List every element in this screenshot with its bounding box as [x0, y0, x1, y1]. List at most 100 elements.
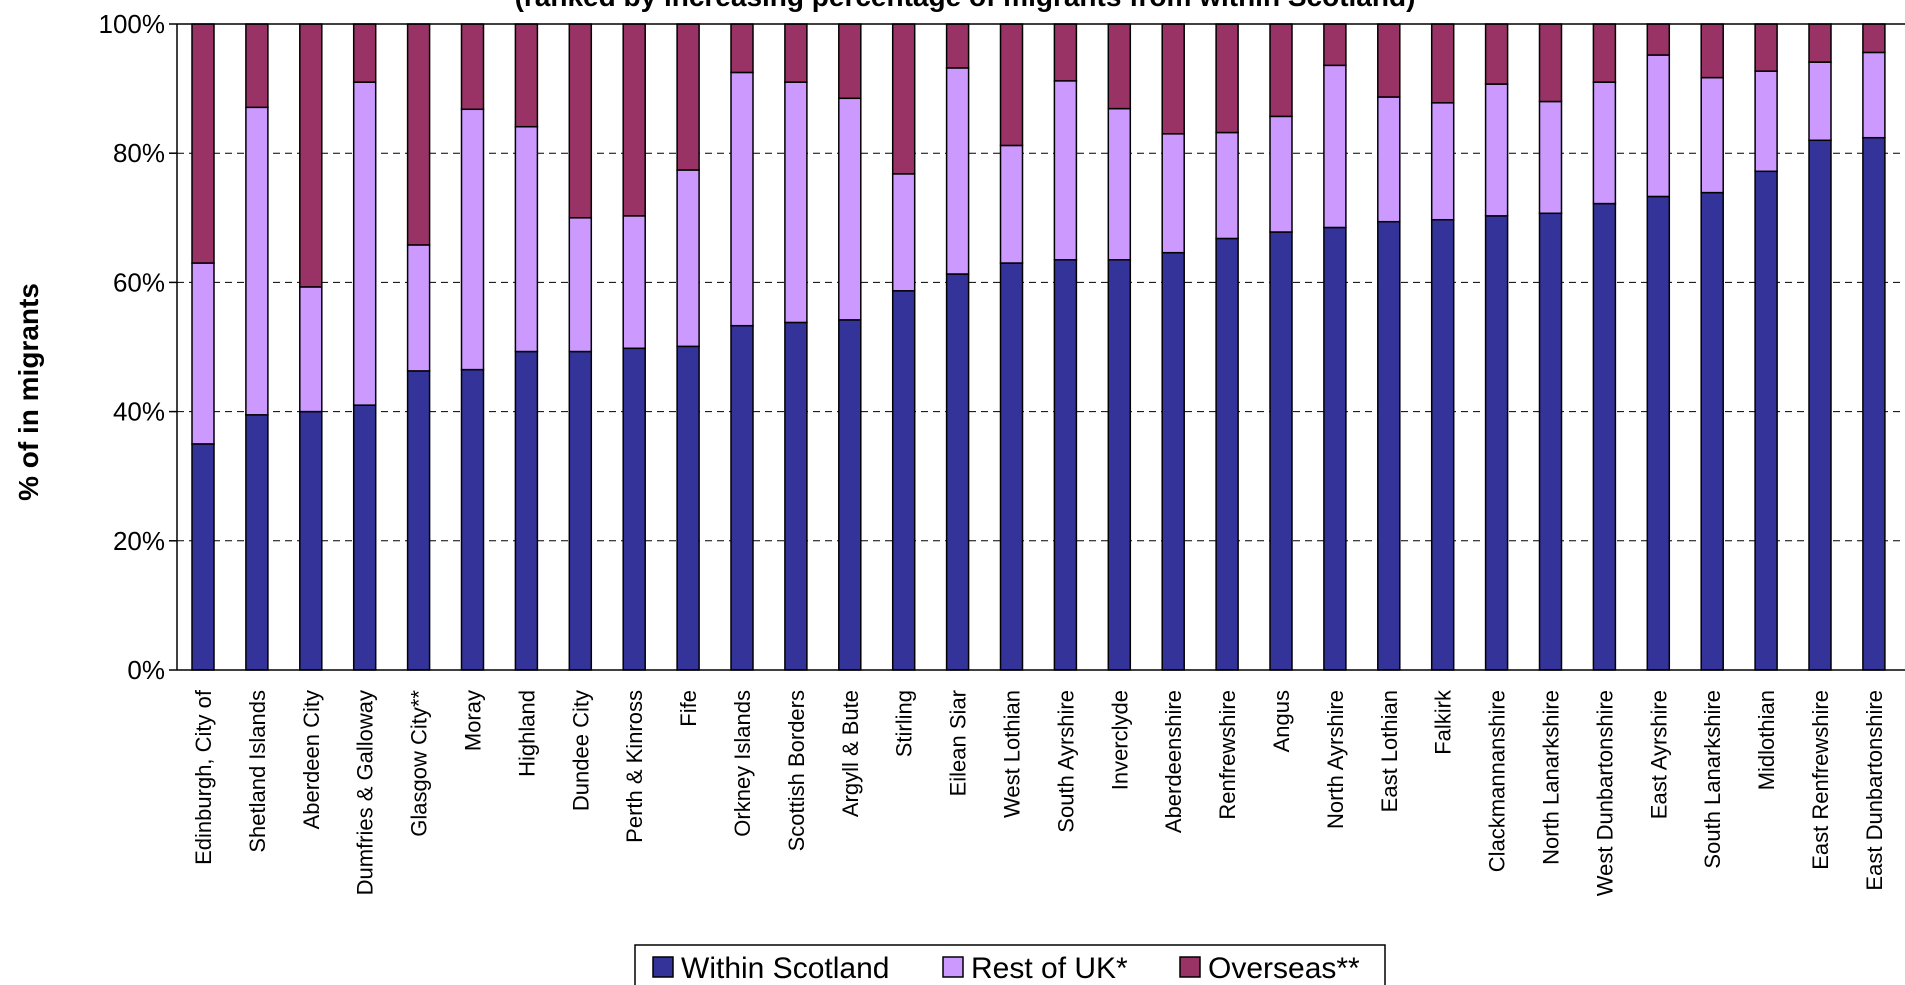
- bar-segment: [676, 169, 700, 348]
- bar-segment: [1269, 231, 1293, 671]
- bar-segment: [1862, 136, 1886, 671]
- bar-segment: [460, 108, 485, 371]
- bar-segment: [1215, 237, 1239, 671]
- x-category-label: Scottish Borders: [784, 690, 809, 851]
- bar-segment: [299, 410, 323, 671]
- bar-segment: [514, 23, 539, 128]
- bar-segment: [1754, 23, 1778, 72]
- bar-segment: [1592, 81, 1617, 205]
- bar-segment: [1700, 23, 1724, 79]
- x-category-label: Falkirk: [1431, 689, 1456, 755]
- legend-swatch: [1179, 956, 1201, 978]
- bar-segment: [622, 23, 646, 217]
- bar-segment: [676, 23, 700, 171]
- x-category-label: South Lanarkshire: [1700, 690, 1725, 869]
- bar-segment: [838, 319, 862, 671]
- y-tick-label: 100%: [99, 9, 166, 39]
- x-category-label: Dumfries & Galloway: [353, 690, 378, 895]
- bar-segment: [676, 345, 700, 671]
- x-category-label: Moray: [461, 690, 486, 751]
- bar-segment: [1862, 23, 1886, 54]
- bar-segment: [1377, 96, 1401, 223]
- bar-segment: [1538, 100, 1563, 215]
- bar-segment: [1484, 83, 1509, 217]
- bar-segment: [730, 23, 754, 74]
- y-tick-label: 0%: [127, 655, 165, 685]
- bar-segment: [891, 23, 916, 175]
- bar-segment: [568, 217, 593, 353]
- bar-segment: [245, 414, 269, 671]
- bar-segment: [1484, 215, 1509, 671]
- x-category-label: Fife: [676, 690, 701, 727]
- bar-segment: [1430, 23, 1455, 104]
- axes: [176, 23, 1905, 671]
- bar-segment: [1377, 220, 1401, 671]
- bar-segment: [460, 368, 485, 671]
- bar-segment: [784, 81, 808, 324]
- bar-segment: [891, 290, 916, 671]
- bar-segment: [352, 23, 377, 83]
- x-category-label: Shetland Islands: [245, 690, 270, 853]
- bar-segment: [514, 125, 539, 353]
- x-category-label: Renfrewshire: [1215, 690, 1240, 820]
- x-category-label: East Ayrshire: [1646, 690, 1671, 819]
- bar-segment: [784, 23, 808, 83]
- x-category-label: West Lothian: [1000, 690, 1025, 818]
- y-ticks: 0% 20% 40% 60% 80% 100%: [99, 9, 177, 685]
- y-tick-label: 80%: [113, 138, 165, 168]
- x-category-label: East Lothian: [1377, 690, 1402, 812]
- bar-segment: [1862, 51, 1886, 139]
- x-category-label: West Dunbartonshire: [1592, 690, 1617, 896]
- x-category-label: Stirling: [892, 690, 917, 757]
- bar-segment: [568, 350, 593, 671]
- bar-segment: [730, 324, 754, 671]
- x-category-label: Eilean Siar: [946, 690, 971, 796]
- bar-segment: [1484, 23, 1509, 85]
- bar-segment: [1754, 170, 1778, 671]
- bar-segment: [191, 443, 215, 671]
- bar-segment: [1053, 80, 1078, 261]
- y-tick-label: 60%: [113, 267, 165, 297]
- x-category-label: North Lanarkshire: [1539, 690, 1564, 865]
- bar-segment: [1646, 23, 1671, 56]
- y-axis-label: % of in migrants: [13, 283, 44, 501]
- bar-segment: [1161, 251, 1185, 671]
- bar-segment: [1323, 226, 1347, 671]
- bar-segment: [1323, 23, 1347, 67]
- bar-segment: [1592, 23, 1617, 83]
- legend-label: Overseas**: [1208, 952, 1360, 985]
- legend-label: Rest of UK*: [971, 952, 1128, 985]
- bar-segment: [299, 23, 323, 288]
- bar-segment: [1808, 23, 1832, 63]
- x-category-label: East Renfrewshire: [1808, 690, 1833, 870]
- bar-segment: [1215, 131, 1239, 240]
- bar-segment: [1754, 70, 1778, 173]
- bar-segment: [1430, 102, 1455, 221]
- bar-segment: [1592, 202, 1617, 671]
- bar-segment: [245, 106, 269, 416]
- bar-segment: [1700, 191, 1724, 671]
- x-category-label: North Ayrshire: [1323, 690, 1348, 829]
- bar-segment: [245, 23, 269, 109]
- legend: Within Scotland Rest of UK* Overseas**: [634, 944, 1386, 985]
- bar-segment: [1646, 54, 1671, 198]
- bar-segment: [838, 97, 862, 321]
- bar-segment: [1808, 61, 1832, 142]
- y-tick-label: 20%: [113, 526, 165, 556]
- bar-segment: [406, 244, 431, 372]
- bar-segment: [191, 23, 215, 264]
- x-category-label: Highland: [514, 690, 539, 777]
- bar-segment: [1107, 259, 1132, 671]
- bar-segment: [945, 23, 970, 69]
- bar-segment: [1700, 76, 1724, 194]
- x-category-label: Inverclyde: [1107, 690, 1132, 790]
- bars: [191, 23, 1886, 671]
- bar-segment: [1646, 195, 1671, 671]
- x-category-label: Clackmannanshire: [1485, 690, 1510, 872]
- x-category-label: East Dunbartonshire: [1862, 690, 1887, 891]
- bar-segment: [622, 347, 646, 671]
- bar-segment: [1215, 23, 1239, 134]
- bar-segment: [622, 215, 646, 350]
- bar-segment: [1430, 218, 1455, 671]
- y-tick-label: 40%: [113, 397, 165, 427]
